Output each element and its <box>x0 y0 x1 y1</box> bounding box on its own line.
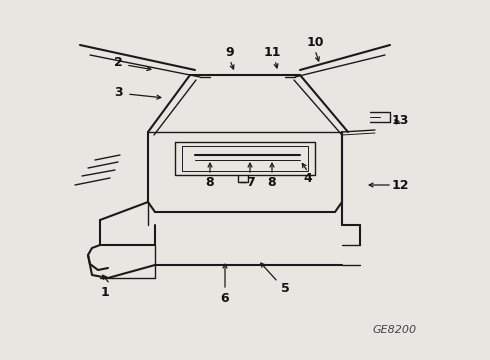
Text: 7: 7 <box>245 176 254 189</box>
Text: 3: 3 <box>114 86 122 99</box>
Text: 10: 10 <box>306 36 324 49</box>
Text: 6: 6 <box>220 292 229 305</box>
Text: 8: 8 <box>268 176 276 189</box>
Text: 12: 12 <box>391 179 409 192</box>
Text: 4: 4 <box>304 171 313 185</box>
Text: 2: 2 <box>114 55 122 68</box>
Text: 1: 1 <box>100 285 109 298</box>
Text: 11: 11 <box>263 45 281 59</box>
Text: 9: 9 <box>226 45 234 59</box>
Text: 8: 8 <box>206 176 214 189</box>
Text: 13: 13 <box>392 113 409 126</box>
Text: GE8200: GE8200 <box>373 325 417 335</box>
Text: 5: 5 <box>281 282 290 294</box>
